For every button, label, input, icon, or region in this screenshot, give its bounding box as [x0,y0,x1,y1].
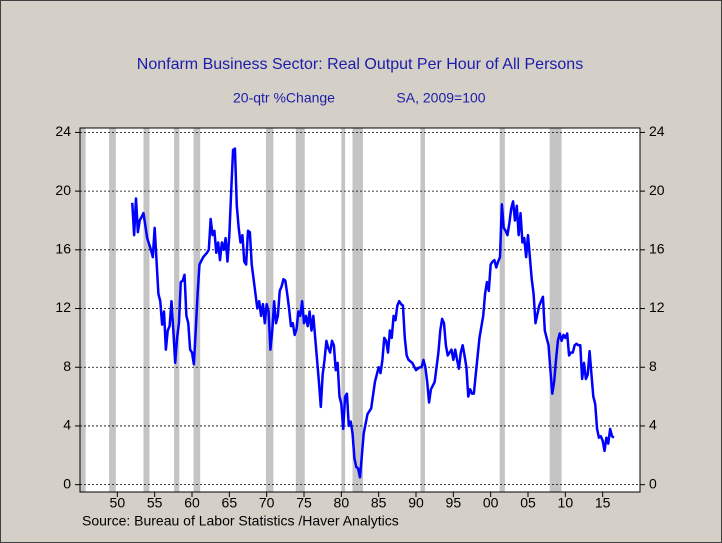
recession-band [109,128,116,492]
x-tick-label: 50 [110,495,126,511]
y-tick-label: 4 [63,417,71,433]
y-tick-label: 24 [55,123,71,139]
y2-tick-label: 4 [649,417,657,433]
y2-tick-label: 12 [649,299,665,315]
x-tick-label: 15 [595,495,611,511]
recession-band [352,128,363,492]
recession-band [143,128,150,492]
x-tick-label: 90 [408,495,424,511]
x-tick-label: 10 [558,495,574,511]
x-tick-label: 95 [446,495,462,511]
recession-band [341,128,346,492]
recession-band [420,128,425,492]
x-tick-label: 70 [259,495,275,511]
y2-tick-label: 20 [649,182,665,198]
x-tick-label: 85 [371,495,387,511]
chart-title: Nonfarm Business Sector: Real Output Per… [137,56,583,73]
x-tick-label: 65 [222,495,238,511]
x-tick-label: 05 [520,495,536,511]
plot-border [79,127,641,493]
source-note: Source: Bureau of Labor Statistics /Have… [82,513,399,529]
chart-subtitle: SA, 2009=100 [396,90,485,106]
x-tick-label: 00 [483,495,499,511]
y2-tick-label: 0 [649,475,657,491]
data-line [131,147,615,479]
y2-tick-label: 16 [649,241,665,257]
y2-tick-label: 24 [649,123,665,139]
x-tick-label: 75 [296,495,312,511]
y-tick-label: 16 [55,241,71,257]
recession-band [174,128,180,492]
y-tick-label: 12 [55,299,71,315]
y-tick-label: 8 [63,358,71,374]
recession-band [265,128,274,492]
y-tick-label: 20 [55,182,71,198]
x-tick-label: 55 [147,495,163,511]
recession-band [549,128,562,492]
chart-subtitle: 20-qtr %Change [233,90,335,106]
recession-band [499,128,505,492]
x-tick-label: 60 [184,495,200,511]
y2-tick-label: 8 [649,358,657,374]
x-tick-label: 80 [334,495,350,511]
recession-band [80,128,86,492]
y-tick-label: 0 [63,475,71,491]
